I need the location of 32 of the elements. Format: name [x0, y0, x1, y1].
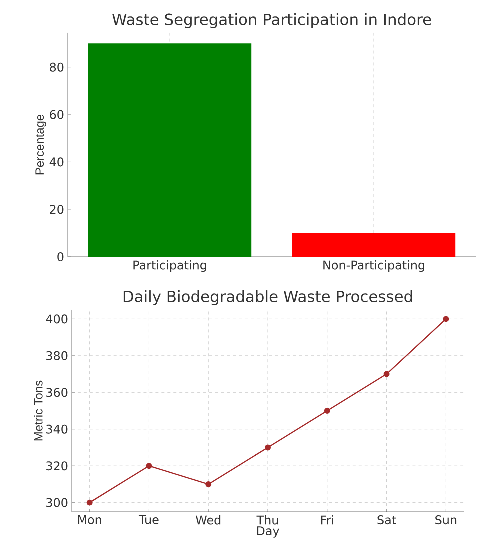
- x-tick-label: Mon: [78, 516, 102, 524]
- x-tick-label: Participating: [134, 260, 206, 272]
- x-tick-label: Thu: [256, 516, 278, 525]
- point: [206, 481, 212, 488]
- y-tick-label: 320: [46, 462, 68, 471]
- point: [443, 316, 450, 322]
- y-tick-label: 300: [46, 498, 68, 508]
- y-tick-label: 380: [46, 351, 68, 360]
- y-tick-label: 360: [46, 388, 68, 398]
- chart-title: Daily Biodegradable Waste Processed: [124, 290, 412, 306]
- x-tick-label: Sun: [436, 516, 457, 525]
- chart-title: Waste Segregation Participation in Indore: [112, 14, 432, 28]
- y-tick-label: 40: [50, 158, 64, 167]
- y-tick-label: 60: [50, 110, 64, 120]
- point: [146, 463, 152, 470]
- x-tick-label: Wed: [196, 516, 221, 525]
- y-tick-label: 0: [58, 252, 64, 262]
- y-tick-label: 80: [50, 62, 64, 72]
- x-tick-label: Fri: [321, 516, 334, 525]
- y-tick-label: 340: [46, 424, 68, 434]
- x-tick-label: Non-Participating: [324, 260, 424, 272]
- point: [324, 408, 330, 414]
- point: [86, 500, 93, 506]
- y-tick-label: 20: [50, 205, 64, 214]
- y-axis-title: Percentage: [36, 114, 46, 175]
- point: [265, 444, 271, 451]
- x-tick-label: Tue: [138, 516, 159, 524]
- x-axis-title: Day: [257, 526, 280, 538]
- point: [384, 371, 390, 378]
- x-tick-label: Sat: [378, 516, 396, 525]
- y-tick-label: 400: [46, 314, 68, 324]
- y-axis-title: Metric Tons: [34, 380, 43, 441]
